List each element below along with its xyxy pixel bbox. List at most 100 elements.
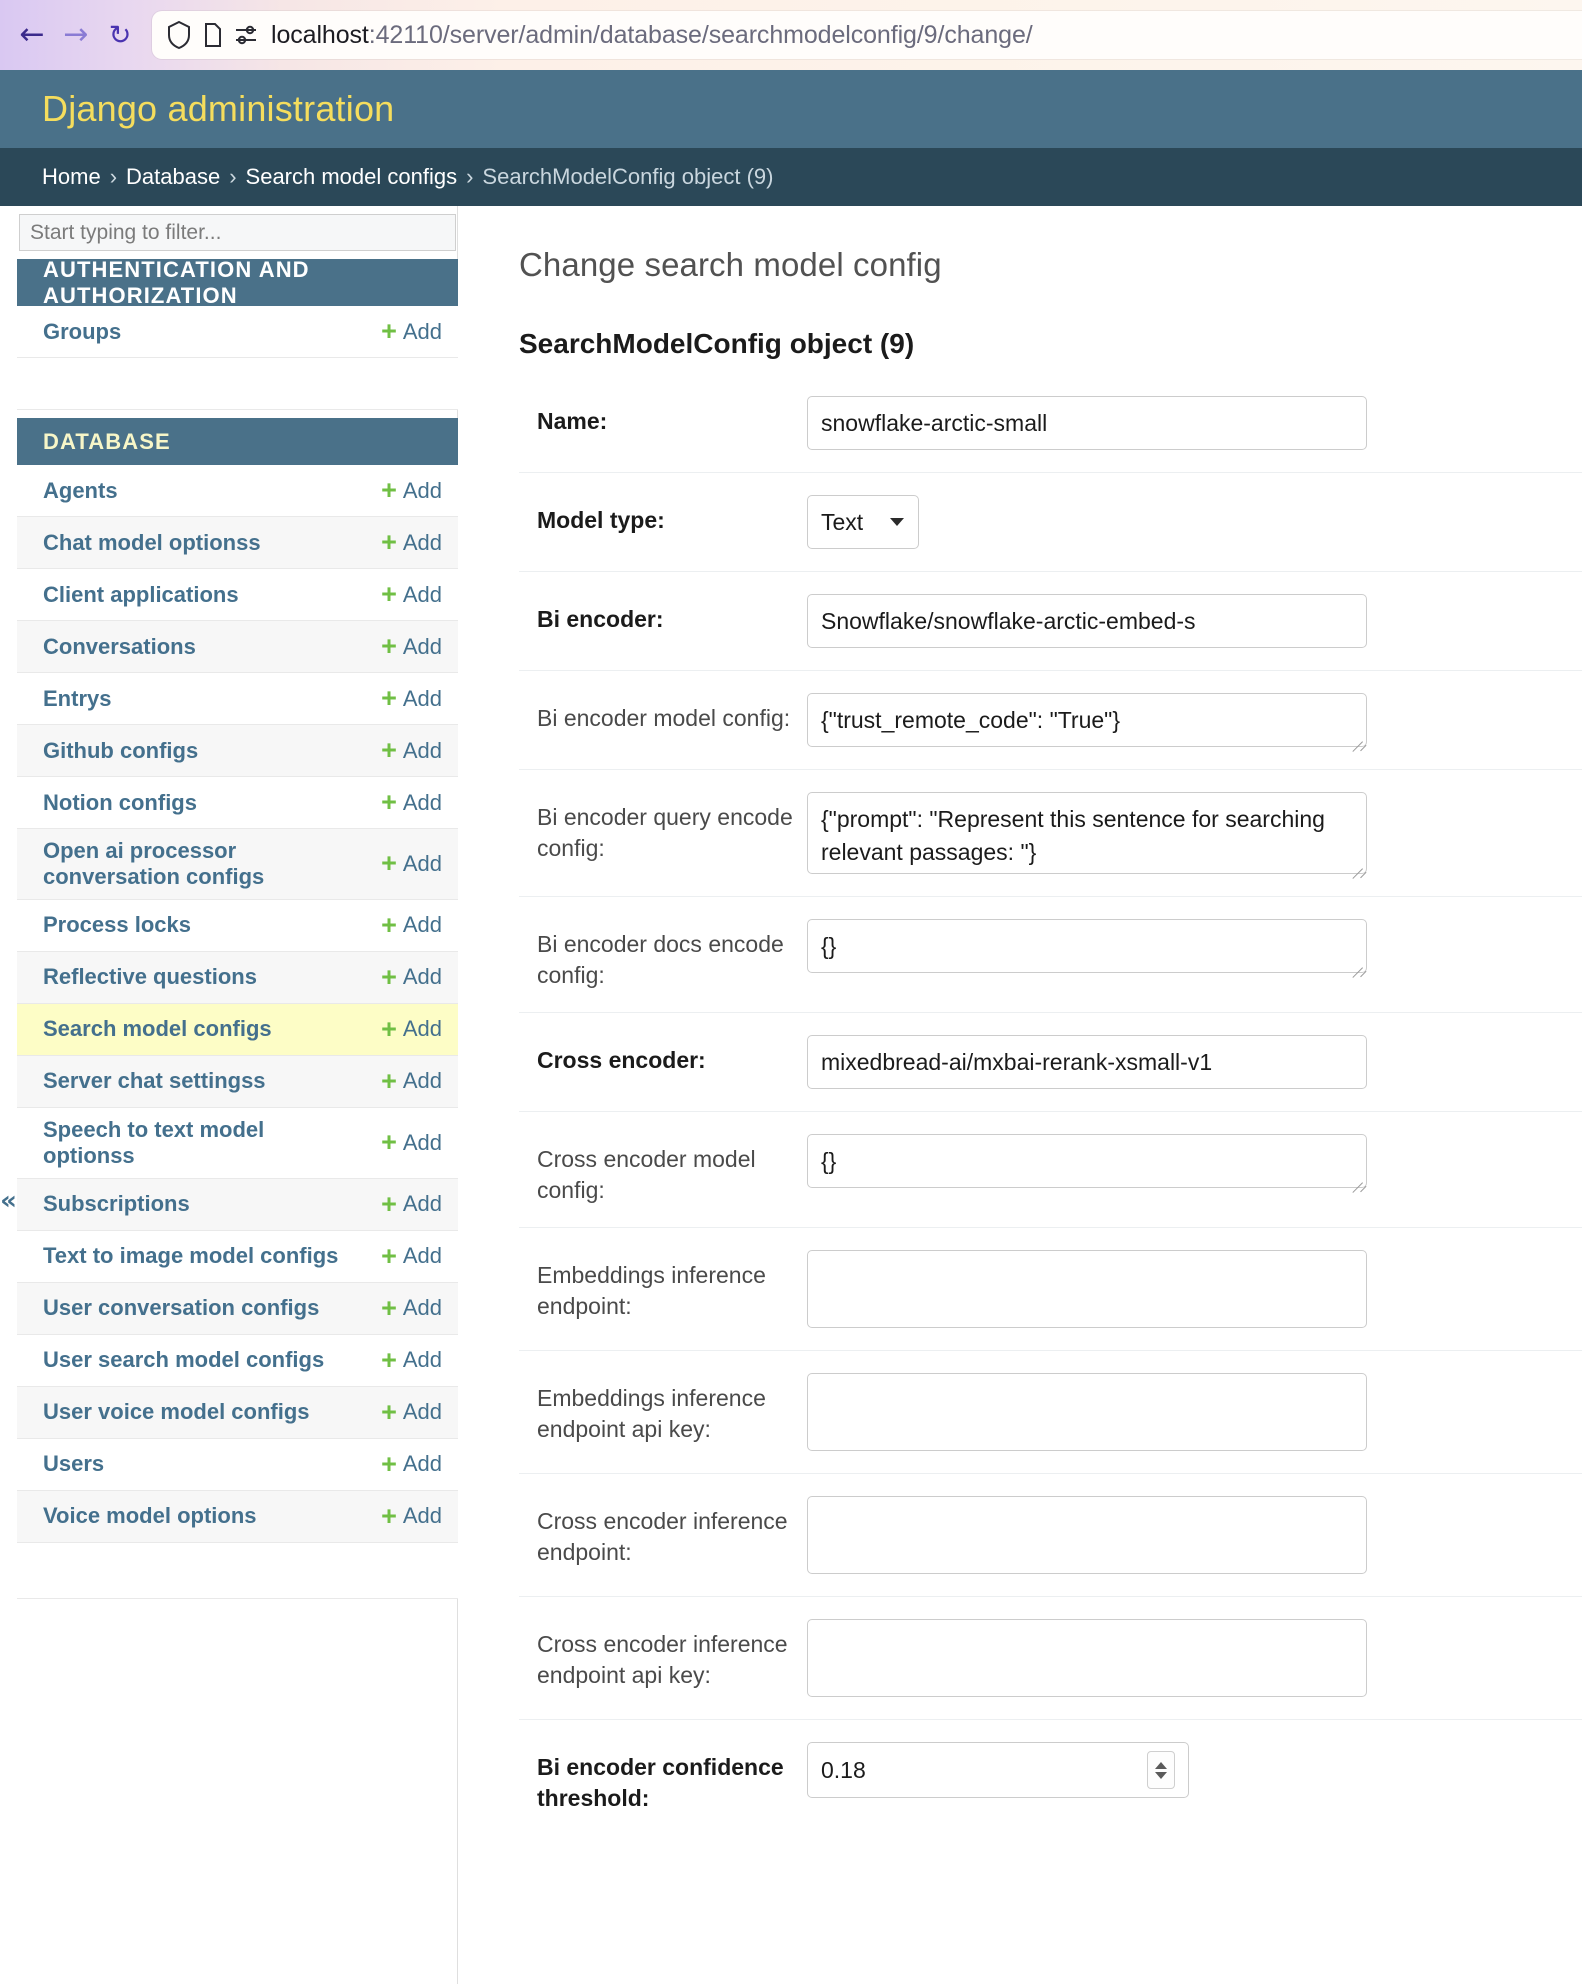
sidebar-item-open-ai-processor-conversation-configs[interactable]: Open ai processor conversation configs + A…: [17, 829, 458, 900]
sidebar-item-users[interactable]: Users + Add: [17, 1438, 458, 1491]
sidebar-item-label[interactable]: User voice model configs: [43, 1399, 310, 1425]
sidebar-item-label[interactable]: User conversation configs: [43, 1295, 320, 1321]
sidebar-item-label[interactable]: Groups: [43, 318, 122, 344]
add-entrys-link[interactable]: + Add: [381, 684, 442, 712]
bi-encoder-query-encode-config-label: Bi encoder query encode config:: [537, 804, 793, 861]
bi-encoder-model-config-textarea-wrap[interactable]: {"trust_remote_code": "True"}: [807, 693, 1367, 747]
permissions-icon[interactable]: [234, 24, 260, 46]
cross-encoder-model-config-textarea[interactable]: {}: [807, 1134, 1367, 1189]
sidebar-item-reflective-questions[interactable]: Reflective questions + Add: [17, 951, 458, 1004]
sidebar-item-conversations[interactable]: Conversations + Add: [17, 621, 458, 673]
add-client-applications-link[interactable]: + Add: [381, 580, 442, 608]
sidebar-item-label[interactable]: Server chat settingss: [43, 1068, 266, 1094]
sidebar-item-label[interactable]: User search model configs: [43, 1347, 325, 1373]
sidebar-item-label[interactable]: Conversations: [43, 633, 196, 659]
bi-encoder-query-encode-config-textarea[interactable]: {"prompt": "Represent this sentence for …: [807, 792, 1367, 874]
page-icon[interactable]: [203, 22, 223, 48]
add-conversations-link[interactable]: + Add: [381, 632, 442, 660]
sidebar-item-groups[interactable]: Groups + Add: [17, 306, 458, 358]
cross-encoder-model-config-textarea-wrap[interactable]: {}: [807, 1134, 1367, 1189]
add-open-ai-processor-conversation-configs-link[interactable]: + Add: [381, 850, 442, 877]
add-agents-link[interactable]: + Add: [381, 476, 442, 504]
model-type-select[interactable]: Text: [807, 495, 919, 549]
add-subscriptions-link[interactable]: + Add: [381, 1190, 442, 1217]
add-github-configs-link[interactable]: + Add: [381, 736, 442, 764]
add-groups-link[interactable]: + Add: [381, 317, 442, 345]
sidebar-item-agents[interactable]: Agents + Add: [17, 465, 458, 517]
sidebar-item-client-applications[interactable]: Client applications + Add: [17, 569, 458, 621]
add-notion-configs-link[interactable]: + Add: [381, 788, 442, 816]
cross-encoder-inference-endpoint-input[interactable]: [807, 1496, 1367, 1575]
sidebar-item-label[interactable]: Text to image model configs: [43, 1243, 339, 1269]
sidebar-item-server-chat-settingss[interactable]: Server chat settingss + Add: [17, 1055, 458, 1108]
add-server-chat-settingss-link[interactable]: + Add: [381, 1067, 442, 1094]
sidebar-item-github-configs[interactable]: Github configs + Add: [17, 725, 458, 777]
sidebar-item-label[interactable]: Chat model optionss: [43, 529, 261, 555]
form-row-bi-encoder-docs-encode-config: Bi encoder docs encode config: {}: [519, 896, 1582, 1012]
add-search-model-configs-link[interactable]: + Add: [381, 1015, 442, 1042]
sidebar-item-label[interactable]: Entrys: [43, 685, 112, 711]
sidebar-item-speech-to-text-model-optionss[interactable]: Speech to text model optionss + Add: [17, 1107, 458, 1179]
sidebar-item-entrys[interactable]: Entrys + Add: [17, 673, 458, 725]
sidebar-item-label[interactable]: Speech to text model optionss: [43, 1116, 265, 1168]
sidebar-item-voice-model-options[interactable]: Voice model options + Add: [17, 1490, 458, 1543]
sidebar-item-label[interactable]: Notion configs: [43, 789, 197, 815]
model-type-select-wrap[interactable]: Text: [807, 495, 919, 549]
bi-encoder-confidence-threshold-input[interactable]: [807, 1742, 1189, 1799]
breadcrumb-item-home[interactable]: Home: [42, 164, 101, 189]
add-user-voice-model-configs-link[interactable]: + Add: [381, 1398, 442, 1425]
bi-encoder-confidence-threshold-stepper[interactable]: [807, 1742, 1189, 1799]
sidebar-item-label[interactable]: Reflective questions: [43, 964, 257, 990]
bi-encoder-docs-encode-config-textarea[interactable]: {}: [807, 919, 1367, 973]
bi-encoder-docs-encode-config-textarea-wrap[interactable]: {}: [807, 919, 1367, 973]
add-process-locks-link[interactable]: + Add: [381, 911, 442, 938]
cross-encoder-input[interactable]: [807, 1035, 1367, 1090]
sidebar-item-label[interactable]: Process locks: [43, 912, 191, 938]
sidebar-item-label[interactable]: Search model configs: [43, 1016, 272, 1042]
sidebar-item-notion-configs[interactable]: Notion configs + Add: [17, 777, 458, 829]
add-speech-to-text-model-optionss-link[interactable]: + Add: [381, 1129, 442, 1156]
add-user-search-model-configs-link[interactable]: + Add: [381, 1346, 442, 1373]
forward-icon[interactable]: →: [63, 17, 89, 52]
sidebar-item-label[interactable]: Github configs: [43, 737, 199, 763]
sidebar-item-search-model-configs[interactable]: Search model configs + Add: [17, 1003, 458, 1056]
sidebar-app-header[interactable]: DATABASE: [17, 418, 458, 465]
add-users-link[interactable]: + Add: [381, 1450, 442, 1477]
cross-encoder-inference-endpoint-api-key-input[interactable]: [807, 1619, 1367, 1698]
add-text-to-image-model-configs-link[interactable]: + Add: [381, 1242, 442, 1269]
sidebar-item-subscriptions[interactable]: Subscriptions + Add: [17, 1178, 458, 1231]
sidebar-item-label[interactable]: Agents: [43, 477, 118, 503]
sidebar-app-header[interactable]: AUTHENTICATION AND AUTHORIZATION: [17, 257, 458, 308]
sidebar-item-label[interactable]: Client applications: [43, 581, 239, 607]
breadcrumb-item-database[interactable]: Database: [126, 164, 221, 189]
site-title[interactable]: Django administration: [42, 88, 395, 129]
add-voice-model-options-link[interactable]: + Add: [381, 1502, 442, 1529]
sidebar-item-user-search-model-configs[interactable]: User search model configs + Add: [17, 1334, 458, 1387]
add-user-conversation-configs-link[interactable]: + Add: [381, 1294, 442, 1321]
sidebar-filter-input[interactable]: [19, 214, 456, 251]
sidebar-item-text-to-image-model-configs[interactable]: Text to image model configs + Add: [17, 1230, 458, 1283]
sidebar-item-user-conversation-configs[interactable]: User conversation configs + Add: [17, 1282, 458, 1335]
sidebar-item-label[interactable]: Subscriptions: [43, 1191, 190, 1217]
sidebar-item-label[interactable]: Users: [43, 1451, 105, 1477]
bi-encoder-query-encode-config-textarea-wrap[interactable]: {"prompt": "Represent this sentence for …: [807, 792, 1367, 874]
reload-icon[interactable]: ↻: [108, 19, 132, 51]
add-chat-model-optionss-link[interactable]: + Add: [381, 528, 442, 556]
breadcrumb-item-search-model-configs[interactable]: Search model configs: [245, 164, 458, 189]
shield-icon[interactable]: [166, 20, 192, 50]
address-bar[interactable]: localhost:42110/server/admin/database/se…: [152, 11, 1582, 59]
back-icon[interactable]: ←: [19, 17, 45, 52]
add-reflective-questions-link[interactable]: + Add: [381, 963, 442, 990]
name-input[interactable]: [807, 396, 1367, 450]
sidebar-item-label[interactable]: Open ai processor conversation configs: [43, 838, 265, 889]
sidebar-item-process-locks[interactable]: Process locks + Add: [17, 899, 458, 952]
bi-encoder-input[interactable]: [807, 594, 1367, 648]
embeddings-inference-endpoint-input[interactable]: [807, 1250, 1367, 1329]
sidebar-item-user-voice-model-configs[interactable]: User voice model configs + Add: [17, 1386, 458, 1439]
bi-encoder-model-config-textarea[interactable]: {"trust_remote_code": "True"}: [807, 693, 1367, 747]
spinner-icon[interactable]: [1147, 1751, 1175, 1790]
sidebar-collapse-icon[interactable]: «: [0, 1181, 17, 1221]
sidebar-item-label[interactable]: Voice model options: [43, 1503, 257, 1529]
sidebar-item-chat-model-optionss[interactable]: Chat model optionss + Add: [17, 517, 458, 569]
embeddings-inference-endpoint-api-key-input[interactable]: [807, 1373, 1367, 1452]
